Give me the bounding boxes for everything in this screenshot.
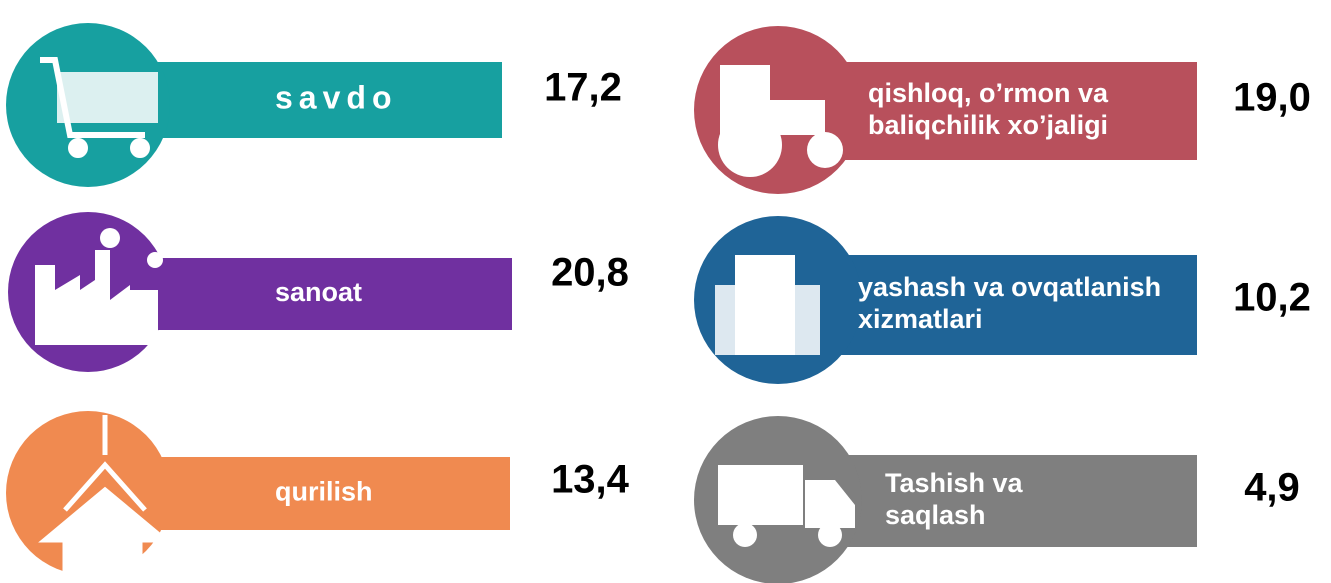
- category-label: qurilish: [275, 477, 373, 507]
- factory-icon: [35, 228, 163, 345]
- tractor-icon: [718, 65, 843, 177]
- texts: savdo 17,2 sanoat 20,8 qurilish 13,4 qishloq, …: [275, 66, 1311, 531]
- category-label: baliqchilik xo’jaligi: [868, 110, 1108, 140]
- hotel-icon: [715, 255, 820, 355]
- value-label: 19,0: [1233, 76, 1311, 120]
- category-label: sanoat: [275, 277, 362, 307]
- category-label: xizmatlari: [858, 304, 983, 334]
- value-label: 4,9: [1244, 466, 1300, 510]
- truck-icon: [718, 465, 855, 547]
- category-label: Tashish va: [885, 468, 1024, 498]
- cart-icon: [40, 57, 158, 158]
- category-label: saqlash: [885, 500, 986, 530]
- value-label: 17,2: [544, 66, 622, 110]
- crane-icon: [38, 415, 172, 583]
- category-label: yashash va ovqatlanish: [858, 272, 1161, 302]
- value-label: 10,2: [1233, 276, 1311, 320]
- icons: [35, 57, 855, 583]
- value-label: 13,4: [551, 458, 630, 502]
- category-label: qishloq, o’rmon va: [868, 78, 1109, 108]
- category-label: savdo: [275, 79, 397, 115]
- value-label: 20,8: [551, 251, 629, 295]
